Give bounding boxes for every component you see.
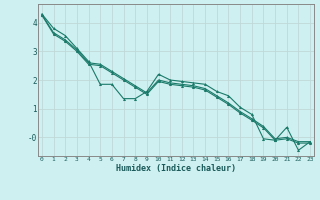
X-axis label: Humidex (Indice chaleur): Humidex (Indice chaleur) (116, 164, 236, 173)
